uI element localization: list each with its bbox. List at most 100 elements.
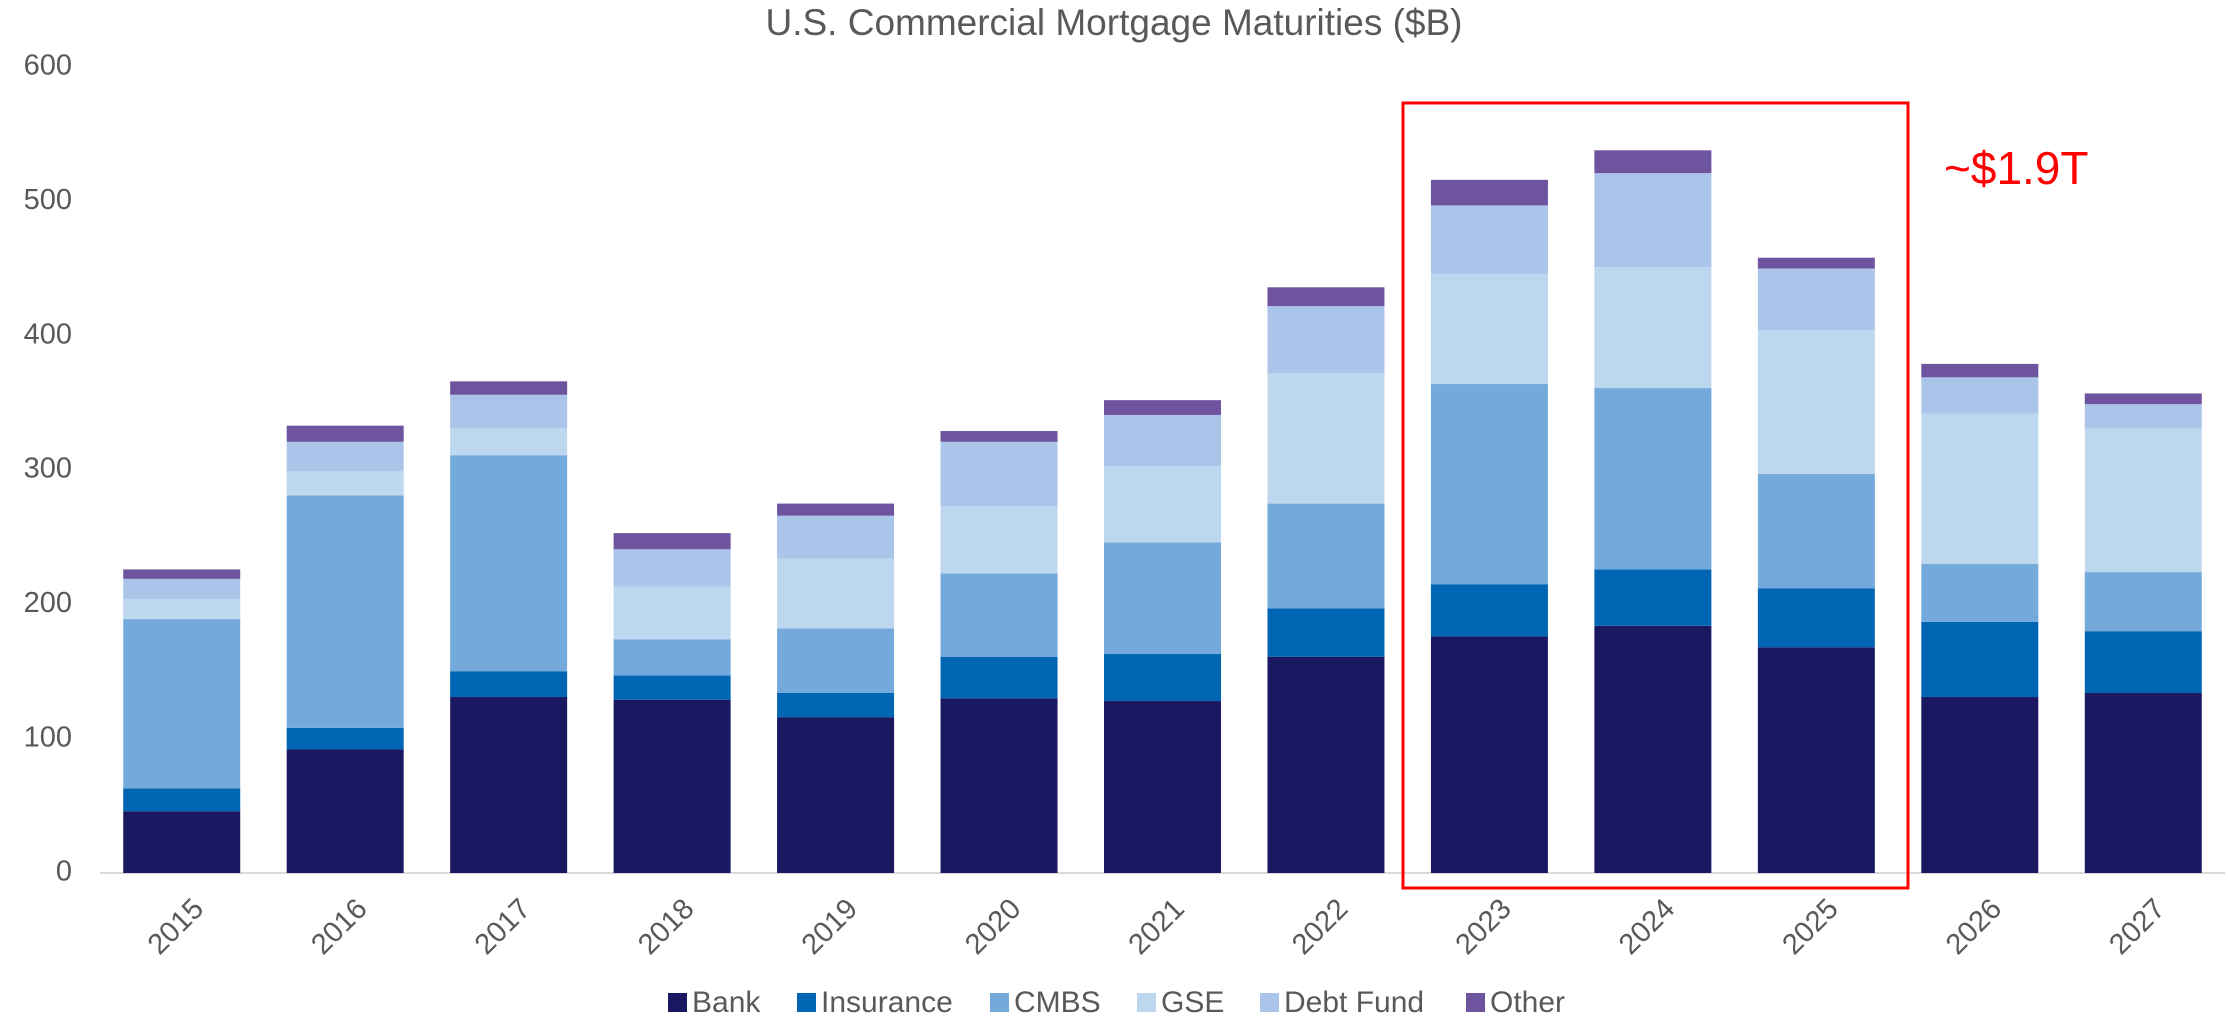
bar-segment xyxy=(450,697,568,873)
bar-segment xyxy=(1921,413,2039,565)
bar-segment xyxy=(1267,608,1385,657)
bar-segment xyxy=(777,692,895,718)
bar-segment xyxy=(1757,257,1875,269)
legend-swatch xyxy=(990,993,1009,1012)
bar-segment xyxy=(777,717,895,873)
bar-segment xyxy=(123,569,241,579)
bar-segment xyxy=(286,749,404,873)
legend-swatch xyxy=(668,993,687,1012)
bar-segment xyxy=(940,698,1058,873)
legend-label: Bank xyxy=(692,986,761,1019)
bar-segment xyxy=(1757,588,1875,648)
bar-segment xyxy=(2084,428,2202,573)
legend-label: Insurance xyxy=(821,986,953,1019)
bar-segment xyxy=(1430,179,1548,206)
bar-segment xyxy=(940,506,1058,574)
bar-segment xyxy=(940,441,1058,507)
x-tick-label: 2023 xyxy=(1450,893,1518,961)
bar-segment xyxy=(613,639,731,676)
bar-segment xyxy=(777,628,895,693)
bar-segment xyxy=(1267,306,1385,374)
bar-segment xyxy=(286,441,404,472)
x-tick-label: 2022 xyxy=(1286,893,1354,961)
bar-segment xyxy=(286,425,404,442)
bar-segment xyxy=(1104,400,1221,415)
bar-segment xyxy=(1104,701,1221,873)
bar-segment xyxy=(2084,404,2202,429)
legend-label: CMBS xyxy=(1014,986,1101,1019)
bar-segment xyxy=(613,586,731,640)
legend-label: Debt Fund xyxy=(1284,986,1424,1019)
x-tick-label: 2016 xyxy=(305,893,373,961)
x-tick-label: 2021 xyxy=(1123,893,1191,961)
bar-segment xyxy=(286,471,404,496)
bar-segment xyxy=(940,573,1058,657)
x-tick-label: 2017 xyxy=(469,893,537,961)
bar-segment xyxy=(613,533,731,550)
bar-segment xyxy=(940,656,1058,699)
bar-segment xyxy=(1104,414,1221,466)
chart-title: U.S. Commercial Mortgage Maturities ($B) xyxy=(765,2,1462,43)
bar-segment xyxy=(123,811,241,873)
bar-segment xyxy=(613,549,731,587)
y-tick-label: 0 xyxy=(56,856,72,888)
y-tick-label: 300 xyxy=(24,453,72,485)
x-tick-label: 2020 xyxy=(959,893,1027,961)
y-tick-label: 600 xyxy=(24,50,72,82)
x-tick-label: 2027 xyxy=(2103,893,2171,961)
bar-segment xyxy=(1104,465,1221,543)
bar-segment xyxy=(2084,692,2202,873)
y-tick-label: 400 xyxy=(24,318,72,350)
bar-segment xyxy=(450,381,568,395)
bar-segment xyxy=(1430,384,1548,585)
bar-segment xyxy=(1267,287,1385,307)
bar-segment xyxy=(1921,564,2039,622)
bar-segment xyxy=(777,558,895,629)
bar-segment xyxy=(1757,474,1875,589)
bar-segment xyxy=(1594,267,1712,389)
bar-segment xyxy=(1267,503,1385,609)
annotation: ~$1.9T xyxy=(1944,142,2089,194)
x-tick-label: 2024 xyxy=(1613,893,1681,961)
bar-segment xyxy=(1430,273,1548,385)
bar-segment xyxy=(1757,330,1875,475)
bar-segment xyxy=(1594,569,1712,626)
bar-segment xyxy=(1921,697,2039,873)
bar-segment xyxy=(450,428,568,456)
bar-segment xyxy=(1594,150,1712,174)
bar-segment xyxy=(1757,268,1875,331)
bar-segment xyxy=(1594,625,1712,873)
y-tick-label: 100 xyxy=(24,721,72,753)
bar-segment xyxy=(1921,621,2039,698)
bar-segment xyxy=(1430,636,1548,873)
bar-segment xyxy=(1921,363,2039,378)
legend-swatch xyxy=(1466,993,1485,1012)
x-tick-label: 2026 xyxy=(1940,893,2008,961)
bar-segment xyxy=(613,675,731,700)
bar-segment xyxy=(1921,377,2039,414)
bar-segment xyxy=(2084,393,2202,405)
bar-segment xyxy=(1104,542,1221,655)
bar-segment xyxy=(1104,654,1221,702)
legend-swatch xyxy=(1137,993,1156,1012)
bar-segment xyxy=(1267,656,1385,873)
bar-segment xyxy=(450,394,568,429)
x-tick-label: 2018 xyxy=(632,893,700,961)
bar-segment xyxy=(1594,173,1712,268)
bar-segment xyxy=(1267,373,1385,504)
bar-segment xyxy=(123,578,241,599)
bar-segment xyxy=(123,598,241,620)
y-tick-label: 500 xyxy=(24,184,72,216)
bar-segment xyxy=(286,495,404,728)
bar-segment xyxy=(450,455,568,672)
bar-segment xyxy=(613,699,731,873)
bar-segment xyxy=(123,619,241,789)
y-tick-label: 200 xyxy=(24,587,72,619)
legend-swatch xyxy=(1260,993,1279,1012)
bar-segment xyxy=(1757,647,1875,873)
bar-segment xyxy=(777,515,895,559)
legend-label: Other xyxy=(1490,986,1565,1019)
bar-segment xyxy=(123,788,241,812)
bar-segment xyxy=(940,431,1058,442)
